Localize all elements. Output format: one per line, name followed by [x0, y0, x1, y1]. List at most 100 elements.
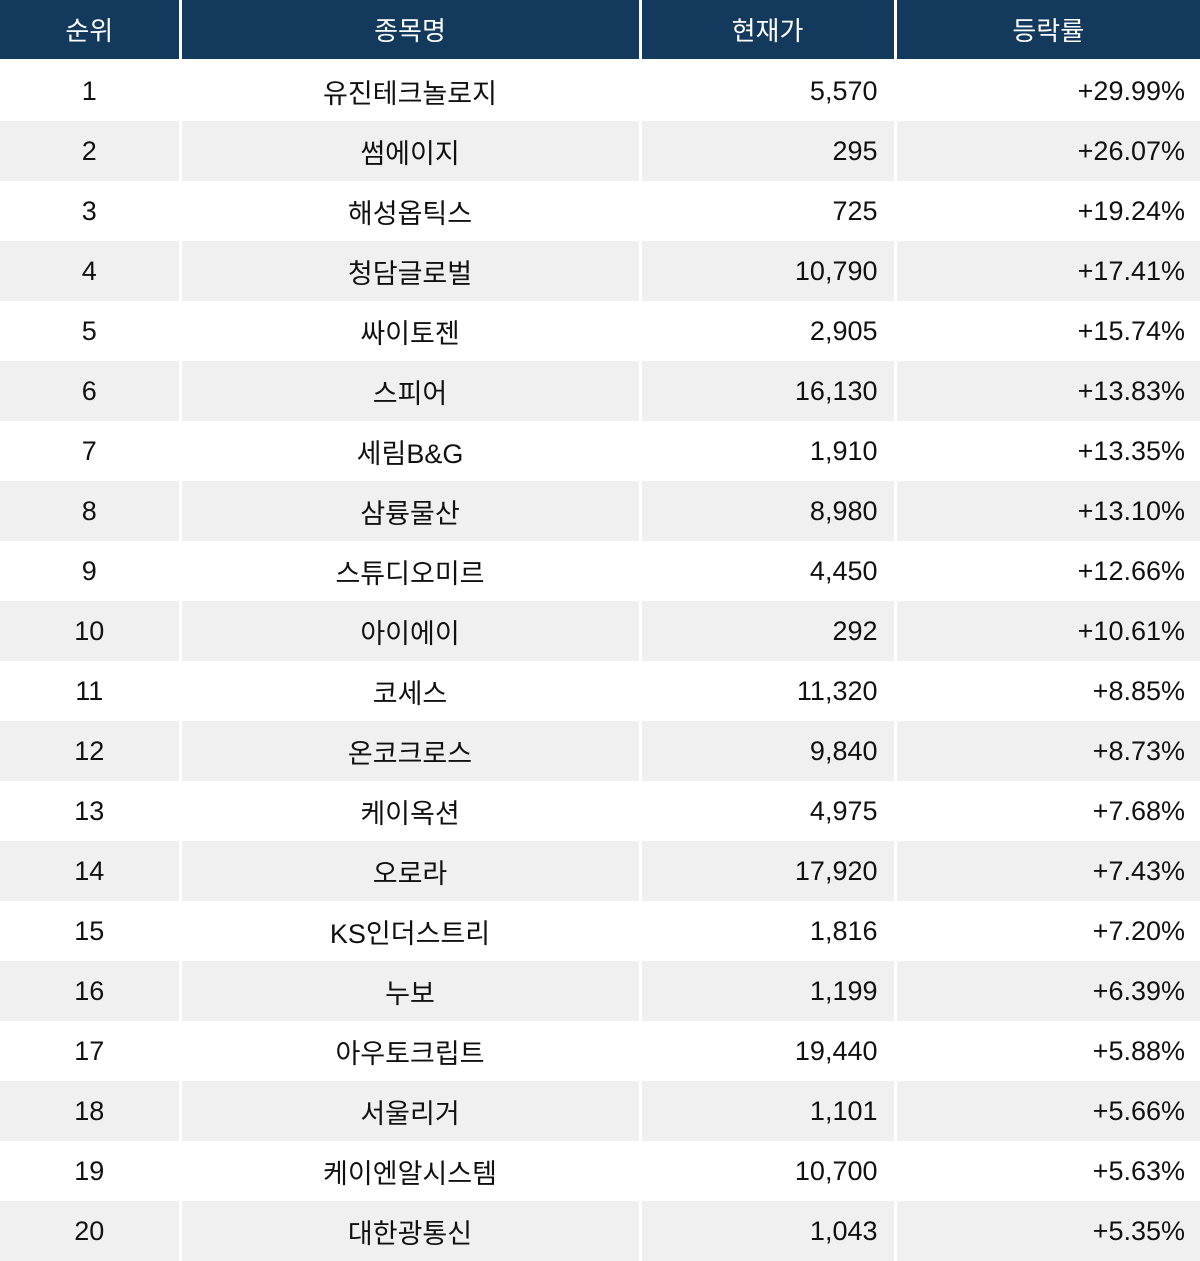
cell-current-price: 11,320 — [640, 661, 897, 721]
cell-stock-name: 코세스 — [180, 661, 642, 721]
cell-stock-name: 썸에이지 — [180, 121, 642, 181]
cell-current-price: 17,920 — [640, 841, 897, 901]
cell-stock-name: 해성옵틱스 — [180, 181, 642, 241]
cell-stock-name: 대한광통신 — [180, 1201, 642, 1261]
table-body: 1 유진테크놀로지 5,570 +29.99% 2 썸에이지 295 +26.07% 3 해성옵틱… — [0, 60, 1200, 1261]
column-header-change-rate: 등락률 — [895, 0, 1200, 60]
table-row[interactable]: 5 싸이토젠 2,905 +15.74% — [0, 301, 1200, 361]
cell-change-rate: +7.43% — [895, 841, 1200, 901]
cell-current-price: 19,440 — [640, 1021, 897, 1081]
cell-stock-name: 누보 — [180, 961, 642, 1021]
table-row[interactable]: 18 서울리거 1,101 +5.66% — [0, 1081, 1200, 1141]
table-row[interactable]: 2 썸에이지 295 +26.07% — [0, 121, 1200, 181]
cell-stock-name: KS인더스트리 — [180, 901, 642, 961]
cell-rank: 1 — [0, 60, 182, 121]
cell-rank: 9 — [0, 541, 182, 601]
table-row[interactable]: 4 청담글로벌 10,790 +17.41% — [0, 241, 1200, 301]
table-row[interactable]: 13 케이옥션 4,975 +7.68% — [0, 781, 1200, 841]
cell-change-rate: +13.35% — [895, 421, 1200, 481]
cell-change-rate: +7.20% — [895, 901, 1200, 961]
table-row[interactable]: 7 세림B&G 1,910 +13.35% — [0, 421, 1200, 481]
cell-current-price: 1,101 — [640, 1081, 897, 1141]
cell-rank: 4 — [0, 241, 182, 301]
column-header-current-price: 현재가 — [640, 0, 897, 60]
cell-current-price: 1,816 — [640, 901, 897, 961]
table-row[interactable]: 20 대한광통신 1,043 +5.35% — [0, 1201, 1200, 1261]
cell-rank: 16 — [0, 961, 182, 1021]
cell-rank: 3 — [0, 181, 182, 241]
cell-change-rate: +17.41% — [895, 241, 1200, 301]
cell-change-rate: +5.88% — [895, 1021, 1200, 1081]
cell-change-rate: +8.73% — [895, 721, 1200, 781]
cell-change-rate: +7.68% — [895, 781, 1200, 841]
cell-change-rate: +10.61% — [895, 601, 1200, 661]
cell-stock-name: 세림B&G — [180, 421, 642, 481]
cell-change-rate: +26.07% — [895, 121, 1200, 181]
table-row[interactable]: 6 스피어 16,130 +13.83% — [0, 361, 1200, 421]
cell-rank: 10 — [0, 601, 182, 661]
table-row[interactable]: 3 해성옵틱스 725 +19.24% — [0, 181, 1200, 241]
table-row[interactable]: 9 스튜디오미르 4,450 +12.66% — [0, 541, 1200, 601]
table-header-row: 순위 종목명 현재가 등락률 — [0, 0, 1200, 60]
cell-change-rate: +12.66% — [895, 541, 1200, 601]
cell-change-rate: +6.39% — [895, 961, 1200, 1021]
cell-rank: 8 — [0, 481, 182, 541]
cell-stock-name: 스튜디오미르 — [180, 541, 642, 601]
cell-change-rate: +13.83% — [895, 361, 1200, 421]
cell-change-rate: +5.66% — [895, 1081, 1200, 1141]
cell-current-price: 1,910 — [640, 421, 897, 481]
cell-rank: 13 — [0, 781, 182, 841]
cell-change-rate: +29.99% — [895, 60, 1200, 121]
cell-stock-name: 스피어 — [180, 361, 642, 421]
cell-rank: 2 — [0, 121, 182, 181]
cell-stock-name: 오로라 — [180, 841, 642, 901]
cell-current-price: 725 — [640, 181, 897, 241]
table-row[interactable]: 11 코세스 11,320 +8.85% — [0, 661, 1200, 721]
cell-stock-name: 삼륭물산 — [180, 481, 642, 541]
cell-stock-name: 아우토크립트 — [180, 1021, 642, 1081]
table-row[interactable]: 8 삼륭물산 8,980 +13.10% — [0, 481, 1200, 541]
table-row[interactable]: 17 아우토크립트 19,440 +5.88% — [0, 1021, 1200, 1081]
cell-change-rate: +5.63% — [895, 1141, 1200, 1201]
column-header-rank: 순위 — [0, 0, 182, 60]
table-row[interactable]: 12 온코크로스 9,840 +8.73% — [0, 721, 1200, 781]
cell-rank: 12 — [0, 721, 182, 781]
cell-current-price: 16,130 — [640, 361, 897, 421]
cell-stock-name: 유진테크놀로지 — [180, 60, 642, 121]
cell-rank: 19 — [0, 1141, 182, 1201]
cell-current-price: 8,980 — [640, 481, 897, 541]
cell-current-price: 4,975 — [640, 781, 897, 841]
table-row[interactable]: 14 오로라 17,920 +7.43% — [0, 841, 1200, 901]
cell-current-price: 10,790 — [640, 241, 897, 301]
cell-stock-name: 온코크로스 — [180, 721, 642, 781]
cell-stock-name: 케이옥션 — [180, 781, 642, 841]
cell-current-price: 4,450 — [640, 541, 897, 601]
cell-current-price: 9,840 — [640, 721, 897, 781]
cell-stock-name: 서울리거 — [180, 1081, 642, 1141]
cell-rank: 7 — [0, 421, 182, 481]
table-row[interactable]: 16 누보 1,199 +6.39% — [0, 961, 1200, 1021]
cell-rank: 15 — [0, 901, 182, 961]
cell-stock-name: 케이엔알시스템 — [180, 1141, 642, 1201]
cell-current-price: 10,700 — [640, 1141, 897, 1201]
cell-current-price: 2,905 — [640, 301, 897, 361]
table-row[interactable]: 15 KS인더스트리 1,816 +7.20% — [0, 901, 1200, 961]
cell-change-rate: +19.24% — [895, 181, 1200, 241]
table-row[interactable]: 10 아이에이 292 +10.61% — [0, 601, 1200, 661]
cell-stock-name: 싸이토젠 — [180, 301, 642, 361]
cell-change-rate: +8.85% — [895, 661, 1200, 721]
column-header-stock-name: 종목명 — [180, 0, 642, 60]
cell-current-price: 5,570 — [640, 60, 897, 121]
table-row[interactable]: 1 유진테크놀로지 5,570 +29.99% — [0, 60, 1200, 121]
cell-stock-name: 아이에이 — [180, 601, 642, 661]
cell-current-price: 1,199 — [640, 961, 897, 1021]
cell-change-rate: +13.10% — [895, 481, 1200, 541]
cell-rank: 14 — [0, 841, 182, 901]
table-row[interactable]: 19 케이엔알시스템 10,700 +5.63% — [0, 1141, 1200, 1201]
cell-rank: 20 — [0, 1201, 182, 1261]
cell-rank: 18 — [0, 1081, 182, 1141]
cell-current-price: 1,043 — [640, 1201, 897, 1261]
cell-current-price: 295 — [640, 121, 897, 181]
cell-rank: 11 — [0, 661, 182, 721]
